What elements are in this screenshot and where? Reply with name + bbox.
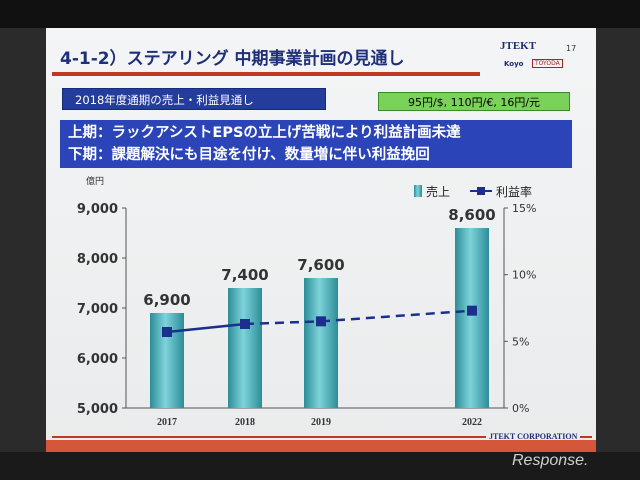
margin-point-2022	[467, 305, 477, 316]
y-tick-label: 5,000	[77, 402, 118, 417]
watermark-logo: Response.	[512, 452, 589, 469]
bar-data-label: 7,600	[297, 256, 344, 274]
margin-line-dashed-segment	[244, 320, 322, 326]
bar-data-label: 6,900	[143, 291, 190, 309]
exchange-rates-box: 95円/$, 110円/€, 16円/元	[378, 92, 570, 111]
logo-jtekt-text: JTEKT	[500, 40, 537, 52]
y2-tick-label: 0%	[512, 402, 529, 415]
y-axis-unit-label: 億円	[86, 175, 104, 187]
footer-rule	[52, 436, 592, 438]
page-number: 17	[566, 44, 577, 53]
footer-band	[46, 440, 596, 452]
legend-sales-swatch	[414, 185, 422, 197]
y2-tick-label: 5%	[512, 335, 529, 348]
bar-sales-2022	[455, 228, 489, 408]
x-tick-label: 2018	[235, 417, 255, 428]
margin-line-dashed-segment	[320, 309, 473, 323]
margin-point-2019	[316, 316, 326, 327]
slide-title: 4-1-2）ステアリング 中期事業計画の見通し	[60, 49, 405, 69]
margin-point-2017	[162, 327, 172, 337]
y2-tick-label: 15%	[512, 202, 536, 215]
bar-sales-2018	[228, 288, 262, 408]
summary-line-first-half: 上期：ラックアシストEPSの立上げ苦戦により利益計画未達	[68, 125, 461, 141]
legend-sales-label: 売上	[426, 184, 450, 199]
margin-point-2018	[240, 319, 250, 329]
y-tick-label: 8,000	[77, 252, 118, 267]
screen-top-edge	[0, 0, 640, 28]
bar-sales-2019	[304, 278, 338, 408]
margin-line-solid-segment	[166, 322, 246, 334]
title-underline	[52, 72, 480, 76]
company-logo: JTEKT Koyo TOYODA	[492, 36, 572, 76]
footer-corporation: JTEKT CORPORATION	[486, 432, 581, 441]
y-tick-label: 9,000	[77, 202, 118, 217]
logo-toyoda-text: TOYODA	[532, 59, 563, 68]
presentation-slide: 4-1-2）ステアリング 中期事業計画の見通し JTEKT Koyo TOYOD…	[46, 28, 596, 452]
forecast-banner: 2018年度通期の売上・利益見通し	[62, 88, 326, 110]
legend-margin-label: 利益率	[496, 184, 532, 199]
x-tick-label: 2019	[311, 417, 331, 428]
logo-koyo-text: Koyo	[504, 60, 524, 68]
summary-message-box: 上期：ラックアシストEPSの立上げ苦戦により利益計画未達 下期：課題解決にも目途…	[60, 120, 572, 168]
summary-line-second-half: 下期：課題解決にも目途を付け、数量増に伴い利益挽回	[68, 147, 430, 163]
x-tick-label: 2022	[462, 417, 482, 428]
y-tick-label: 7,000	[77, 302, 118, 317]
y2-tick-label: 10%	[512, 269, 536, 282]
bar-data-label: 8,600	[448, 206, 495, 224]
y-tick-label: 6,000	[77, 352, 118, 367]
sales-profit-chart: 億円 9,000 8,000 7,000 6,000 5,000 15% 10% 5% 0% 6,9…	[77, 175, 537, 428]
screen-bottom-edge	[0, 452, 640, 480]
x-tick-label: 2017	[157, 417, 177, 428]
bar-data-label: 7,400	[221, 266, 268, 284]
legend-margin-marker	[477, 187, 485, 195]
